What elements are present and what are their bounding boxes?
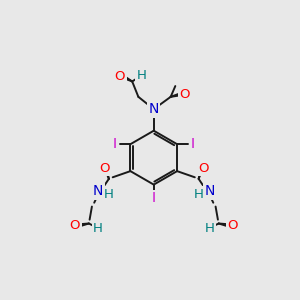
Text: N: N [93,184,103,198]
Text: H: H [93,222,103,235]
Text: O: O [198,162,208,175]
Text: N: N [204,184,214,198]
Text: I: I [152,191,156,206]
Text: H: H [104,188,114,201]
Text: N: N [148,102,159,116]
Text: I: I [190,137,194,151]
Text: O: O [227,218,238,232]
Text: I: I [113,137,117,151]
Text: H: H [205,222,214,235]
Text: O: O [70,218,80,232]
Text: O: O [115,70,125,83]
Text: O: O [99,162,110,175]
Text: H: H [136,69,146,82]
Text: H: H [194,188,204,201]
Text: O: O [179,88,190,101]
